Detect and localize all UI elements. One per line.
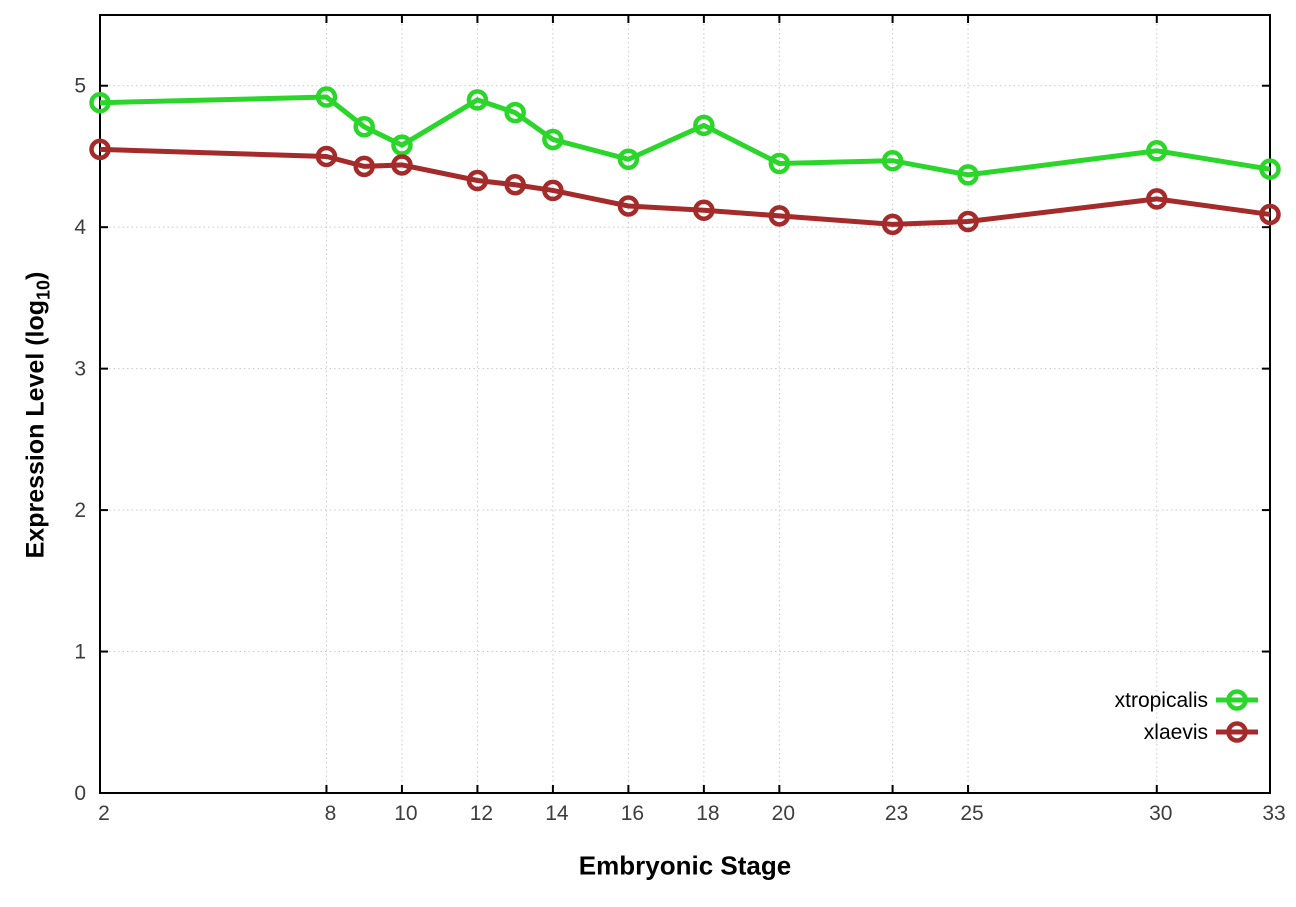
data-point-xtropicalis xyxy=(391,134,413,156)
data-point-xtropicalis xyxy=(957,164,979,186)
x-tick-label: 8 xyxy=(325,802,337,825)
data-point-xlaevis xyxy=(768,205,791,227)
data-point-xlaevis xyxy=(617,195,640,217)
data-point-xtropicalis xyxy=(693,114,715,137)
y-tick-label: 5 xyxy=(74,75,86,98)
series-line-xtropicalis xyxy=(99,94,1271,178)
y-tick-label: 3 xyxy=(74,358,86,381)
y-tick-label: 0 xyxy=(74,782,86,805)
y-axis-title: Expression Level (log10) xyxy=(22,272,55,559)
data-point-xtropicalis xyxy=(542,128,564,151)
data-point-xlaevis xyxy=(542,179,564,202)
data-point-xtropicalis xyxy=(353,115,375,138)
legend-label-xtropicalis: xtropicalis xyxy=(1115,689,1208,712)
x-tick-label: 14 xyxy=(545,802,569,825)
data-point-xtropicalis xyxy=(315,86,338,108)
data-point-xlaevis xyxy=(693,199,715,221)
y-tick-label: 4 xyxy=(74,216,86,239)
x-tick-label: 25 xyxy=(960,802,983,825)
data-point-xlaevis xyxy=(89,138,111,161)
data-point-xtropicalis xyxy=(89,91,111,114)
x-tick-label: 2 xyxy=(98,802,110,825)
y-tick-label: 1 xyxy=(74,641,86,664)
data-point-xlaevis xyxy=(353,155,375,178)
y-axis-title-text: Expression Level (log xyxy=(21,299,50,559)
data-point-xlaevis xyxy=(504,173,526,196)
x-axis-title: Embryonic Stage xyxy=(578,850,792,881)
y-tick-label: 2 xyxy=(74,499,86,522)
x-tick-label: 23 xyxy=(885,802,908,825)
data-point-xlaevis xyxy=(1259,203,1281,226)
plot-border xyxy=(99,14,1271,794)
data-point-xtropicalis xyxy=(1146,140,1168,162)
data-point-xlaevis xyxy=(391,154,413,176)
data-point-xlaevis xyxy=(957,210,979,233)
x-tick-label: 30 xyxy=(1149,802,1172,825)
x-tick-label: 16 xyxy=(621,802,644,825)
data-point-xtropicalis xyxy=(1259,158,1281,180)
data-point-xtropicalis xyxy=(881,149,904,172)
x-tick-label: 12 xyxy=(470,802,493,825)
data-point-xtropicalis xyxy=(617,148,640,171)
data-point-xlaevis xyxy=(466,169,489,192)
data-point-xlaevis xyxy=(315,145,338,168)
x-tick-label: 33 xyxy=(1262,802,1285,825)
legend-sample-marker-xlaevis xyxy=(1226,721,1248,743)
data-point-xtropicalis xyxy=(466,89,489,111)
legend-sample-marker-xtropicalis xyxy=(1226,689,1248,711)
y-axis-title-subscript: 10 xyxy=(33,279,54,300)
x-tick-label: 18 xyxy=(696,802,719,825)
data-point-xlaevis xyxy=(881,213,904,236)
data-point-xtropicalis xyxy=(504,101,526,124)
data-point-xtropicalis xyxy=(768,152,791,175)
x-tick-label: 20 xyxy=(772,802,795,825)
data-point-xlaevis xyxy=(1146,188,1168,210)
y-axis-title-close: ) xyxy=(21,271,50,280)
legend-label-xlaevis: xlaevis xyxy=(1144,721,1208,744)
x-tick-label: 10 xyxy=(394,802,417,825)
